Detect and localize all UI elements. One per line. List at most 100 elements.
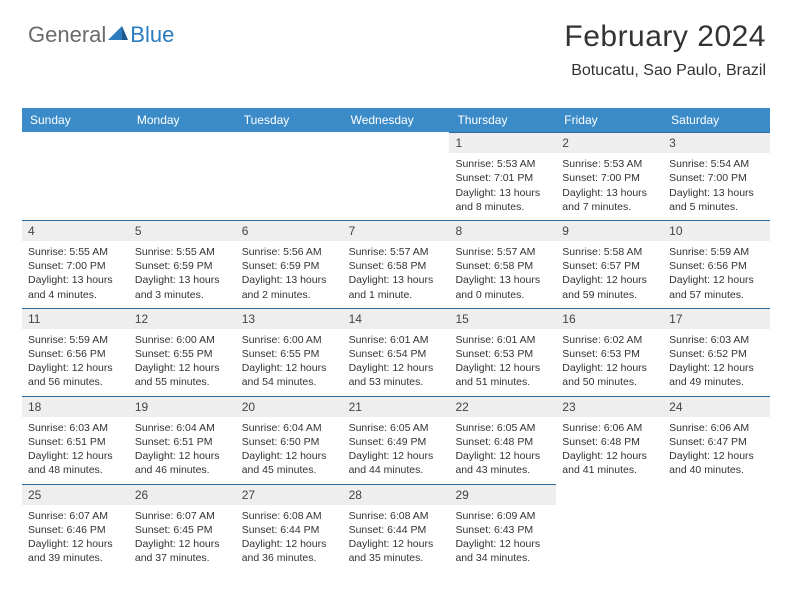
logo: General Blue (28, 22, 174, 48)
page-title: February 2024 (564, 20, 766, 54)
daylight-text: Daylight: 13 hours and 2 minutes. (242, 273, 337, 301)
daylight-text: Daylight: 12 hours and 54 minutes. (242, 361, 337, 389)
daylight-text: Daylight: 12 hours and 45 minutes. (242, 449, 337, 477)
day-info: Sunrise: 5:57 AMSunset: 6:58 PMDaylight:… (449, 241, 556, 308)
daylight-text: Daylight: 12 hours and 55 minutes. (135, 361, 230, 389)
sunset-text: Sunset: 6:48 PM (455, 435, 550, 449)
sunset-text: Sunset: 6:58 PM (349, 259, 444, 273)
week-row: 11Sunrise: 5:59 AMSunset: 6:56 PMDayligh… (22, 308, 770, 396)
day-header: Wednesday (343, 108, 450, 132)
date-number: 14 (343, 308, 450, 329)
daylight-text: Daylight: 12 hours and 48 minutes. (28, 449, 123, 477)
date-number: 5 (129, 220, 236, 241)
day-info: Sunrise: 6:01 AMSunset: 6:54 PMDaylight:… (343, 329, 450, 396)
calendar-cell: 27Sunrise: 6:08 AMSunset: 6:44 PMDayligh… (236, 484, 343, 572)
sunrise-text: Sunrise: 5:59 AM (28, 333, 123, 347)
calendar-cell: 12Sunrise: 6:00 AMSunset: 6:55 PMDayligh… (129, 308, 236, 396)
day-info: Sunrise: 5:55 AMSunset: 6:59 PMDaylight:… (129, 241, 236, 308)
daylight-text: Daylight: 13 hours and 4 minutes. (28, 273, 123, 301)
date-number: 17 (663, 308, 770, 329)
date-number (129, 132, 236, 152)
sunrise-text: Sunrise: 5:59 AM (669, 245, 764, 259)
day-header: Tuesday (236, 108, 343, 132)
day-info: Sunrise: 5:59 AMSunset: 6:56 PMDaylight:… (663, 241, 770, 308)
calendar-cell (663, 484, 770, 572)
weeks-container: 1Sunrise: 5:53 AMSunset: 7:01 PMDaylight… (22, 132, 770, 571)
day-info: Sunrise: 6:05 AMSunset: 6:49 PMDaylight:… (343, 417, 450, 484)
daylight-text: Daylight: 13 hours and 0 minutes. (455, 273, 550, 301)
day-info: Sunrise: 6:06 AMSunset: 6:48 PMDaylight:… (556, 417, 663, 484)
sunset-text: Sunset: 6:59 PM (135, 259, 230, 273)
sunset-text: Sunset: 6:45 PM (135, 523, 230, 537)
sunset-text: Sunset: 6:59 PM (242, 259, 337, 273)
week-row: 1Sunrise: 5:53 AMSunset: 7:01 PMDaylight… (22, 132, 770, 220)
sunrise-text: Sunrise: 6:05 AM (349, 421, 444, 435)
sunset-text: Sunset: 6:44 PM (242, 523, 337, 537)
sunset-text: Sunset: 6:43 PM (455, 523, 550, 537)
sunrise-text: Sunrise: 6:04 AM (135, 421, 230, 435)
daylight-text: Daylight: 12 hours and 41 minutes. (562, 449, 657, 477)
sunrise-text: Sunrise: 6:01 AM (349, 333, 444, 347)
sunset-text: Sunset: 6:53 PM (455, 347, 550, 361)
calendar-cell: 24Sunrise: 6:06 AMSunset: 6:47 PMDayligh… (663, 396, 770, 484)
calendar-cell: 5Sunrise: 5:55 AMSunset: 6:59 PMDaylight… (129, 220, 236, 308)
calendar-cell: 26Sunrise: 6:07 AMSunset: 6:45 PMDayligh… (129, 484, 236, 572)
daylight-text: Daylight: 13 hours and 3 minutes. (135, 273, 230, 301)
day-info: Sunrise: 6:00 AMSunset: 6:55 PMDaylight:… (236, 329, 343, 396)
sunrise-text: Sunrise: 5:57 AM (349, 245, 444, 259)
date-number (663, 484, 770, 504)
calendar-cell: 9Sunrise: 5:58 AMSunset: 6:57 PMDaylight… (556, 220, 663, 308)
date-number: 2 (556, 132, 663, 153)
day-info: Sunrise: 6:08 AMSunset: 6:44 PMDaylight:… (236, 505, 343, 572)
date-number: 10 (663, 220, 770, 241)
sunset-text: Sunset: 6:46 PM (28, 523, 123, 537)
daylight-text: Daylight: 12 hours and 34 minutes. (455, 537, 550, 565)
sunrise-text: Sunrise: 5:53 AM (562, 157, 657, 171)
calendar-cell: 20Sunrise: 6:04 AMSunset: 6:50 PMDayligh… (236, 396, 343, 484)
date-number: 29 (449, 484, 556, 505)
calendar-cell (129, 132, 236, 220)
day-header-row: Sunday Monday Tuesday Wednesday Thursday… (22, 108, 770, 132)
sunset-text: Sunset: 6:57 PM (562, 259, 657, 273)
date-number: 26 (129, 484, 236, 505)
date-number: 21 (343, 396, 450, 417)
calendar-cell: 14Sunrise: 6:01 AMSunset: 6:54 PMDayligh… (343, 308, 450, 396)
date-number: 19 (129, 396, 236, 417)
daylight-text: Daylight: 12 hours and 50 minutes. (562, 361, 657, 389)
day-info: Sunrise: 6:09 AMSunset: 6:43 PMDaylight:… (449, 505, 556, 572)
calendar-cell: 10Sunrise: 5:59 AMSunset: 6:56 PMDayligh… (663, 220, 770, 308)
day-info: Sunrise: 6:04 AMSunset: 6:50 PMDaylight:… (236, 417, 343, 484)
calendar-cell: 18Sunrise: 6:03 AMSunset: 6:51 PMDayligh… (22, 396, 129, 484)
daylight-text: Daylight: 12 hours and 49 minutes. (669, 361, 764, 389)
sunrise-text: Sunrise: 6:06 AM (562, 421, 657, 435)
date-number (556, 484, 663, 504)
date-number: 7 (343, 220, 450, 241)
calendar-cell: 17Sunrise: 6:03 AMSunset: 6:52 PMDayligh… (663, 308, 770, 396)
sunset-text: Sunset: 6:47 PM (669, 435, 764, 449)
daylight-text: Daylight: 12 hours and 39 minutes. (28, 537, 123, 565)
sunset-text: Sunset: 6:50 PM (242, 435, 337, 449)
date-number: 15 (449, 308, 556, 329)
day-info: Sunrise: 5:53 AMSunset: 7:01 PMDaylight:… (449, 153, 556, 220)
daylight-text: Daylight: 12 hours and 37 minutes. (135, 537, 230, 565)
logo-text-1: General (28, 22, 106, 48)
sunrise-text: Sunrise: 6:05 AM (455, 421, 550, 435)
sunset-text: Sunset: 6:51 PM (28, 435, 123, 449)
sunrise-text: Sunrise: 6:04 AM (242, 421, 337, 435)
day-header: Friday (556, 108, 663, 132)
sunset-text: Sunset: 6:55 PM (135, 347, 230, 361)
date-number (22, 132, 129, 152)
calendar-cell: 2Sunrise: 5:53 AMSunset: 7:00 PMDaylight… (556, 132, 663, 220)
day-info: Sunrise: 6:03 AMSunset: 6:51 PMDaylight:… (22, 417, 129, 484)
calendar-cell: 3Sunrise: 5:54 AMSunset: 7:00 PMDaylight… (663, 132, 770, 220)
day-info: Sunrise: 6:03 AMSunset: 6:52 PMDaylight:… (663, 329, 770, 396)
sunset-text: Sunset: 6:49 PM (349, 435, 444, 449)
calendar-cell: 21Sunrise: 6:05 AMSunset: 6:49 PMDayligh… (343, 396, 450, 484)
date-number: 3 (663, 132, 770, 153)
calendar-cell: 1Sunrise: 5:53 AMSunset: 7:01 PMDaylight… (449, 132, 556, 220)
sunset-text: Sunset: 6:54 PM (349, 347, 444, 361)
day-info: Sunrise: 5:53 AMSunset: 7:00 PMDaylight:… (556, 153, 663, 220)
sunset-text: Sunset: 6:44 PM (349, 523, 444, 537)
day-info: Sunrise: 6:04 AMSunset: 6:51 PMDaylight:… (129, 417, 236, 484)
sunrise-text: Sunrise: 6:02 AM (562, 333, 657, 347)
